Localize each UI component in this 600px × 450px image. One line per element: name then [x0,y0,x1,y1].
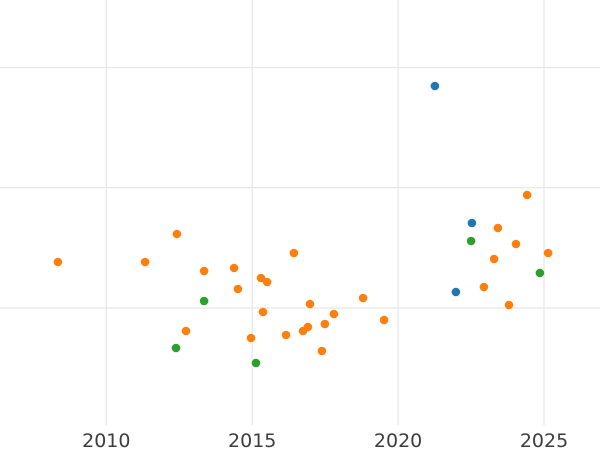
data-point-orange [303,322,313,332]
x-tick-label: 2025 [520,430,568,450]
data-point-orange [199,266,209,276]
data-point-green [535,268,545,278]
data-point-green [251,358,261,368]
data-point-orange [53,257,63,267]
x-tick-label: 2010 [82,430,130,450]
data-point-orange [317,346,327,356]
data-point-orange [543,248,553,258]
series-green [171,236,545,368]
series-orange [53,190,553,356]
data-point-orange [320,319,330,329]
data-point-orange [181,326,191,336]
data-point-blue [467,218,477,228]
data-point-orange [246,333,256,343]
data-point-orange [479,282,489,292]
data-point-blue [451,287,461,297]
x-axis-tick-labels: 2010 2015 2020 2025 [82,430,568,450]
data-point-orange [256,273,266,283]
data-point-orange [511,239,521,249]
data-point-orange [489,254,499,264]
series-blue [430,81,477,297]
data-point-orange [522,190,532,200]
data-point-blue [430,81,440,91]
data-point-orange [229,263,239,273]
data-point-orange [504,300,514,310]
x-tick-label: 2015 [228,430,276,450]
data-point-orange [140,257,150,267]
data-point-orange [233,284,243,294]
data-point-orange [262,277,272,287]
data-point-orange [329,309,339,319]
data-point-green [199,296,209,306]
data-point-orange [493,223,503,233]
data-point-orange [379,315,389,325]
x-tick-label: 2020 [374,430,422,450]
data-point-orange [172,229,182,239]
data-point-orange [258,307,268,317]
data-point-orange [281,330,291,340]
data-point-green [171,343,181,353]
data-point-orange [358,293,368,303]
gridlines [0,0,600,425]
data-point-orange [289,248,299,258]
data-point-orange [305,299,315,309]
data-point-green [466,236,476,246]
